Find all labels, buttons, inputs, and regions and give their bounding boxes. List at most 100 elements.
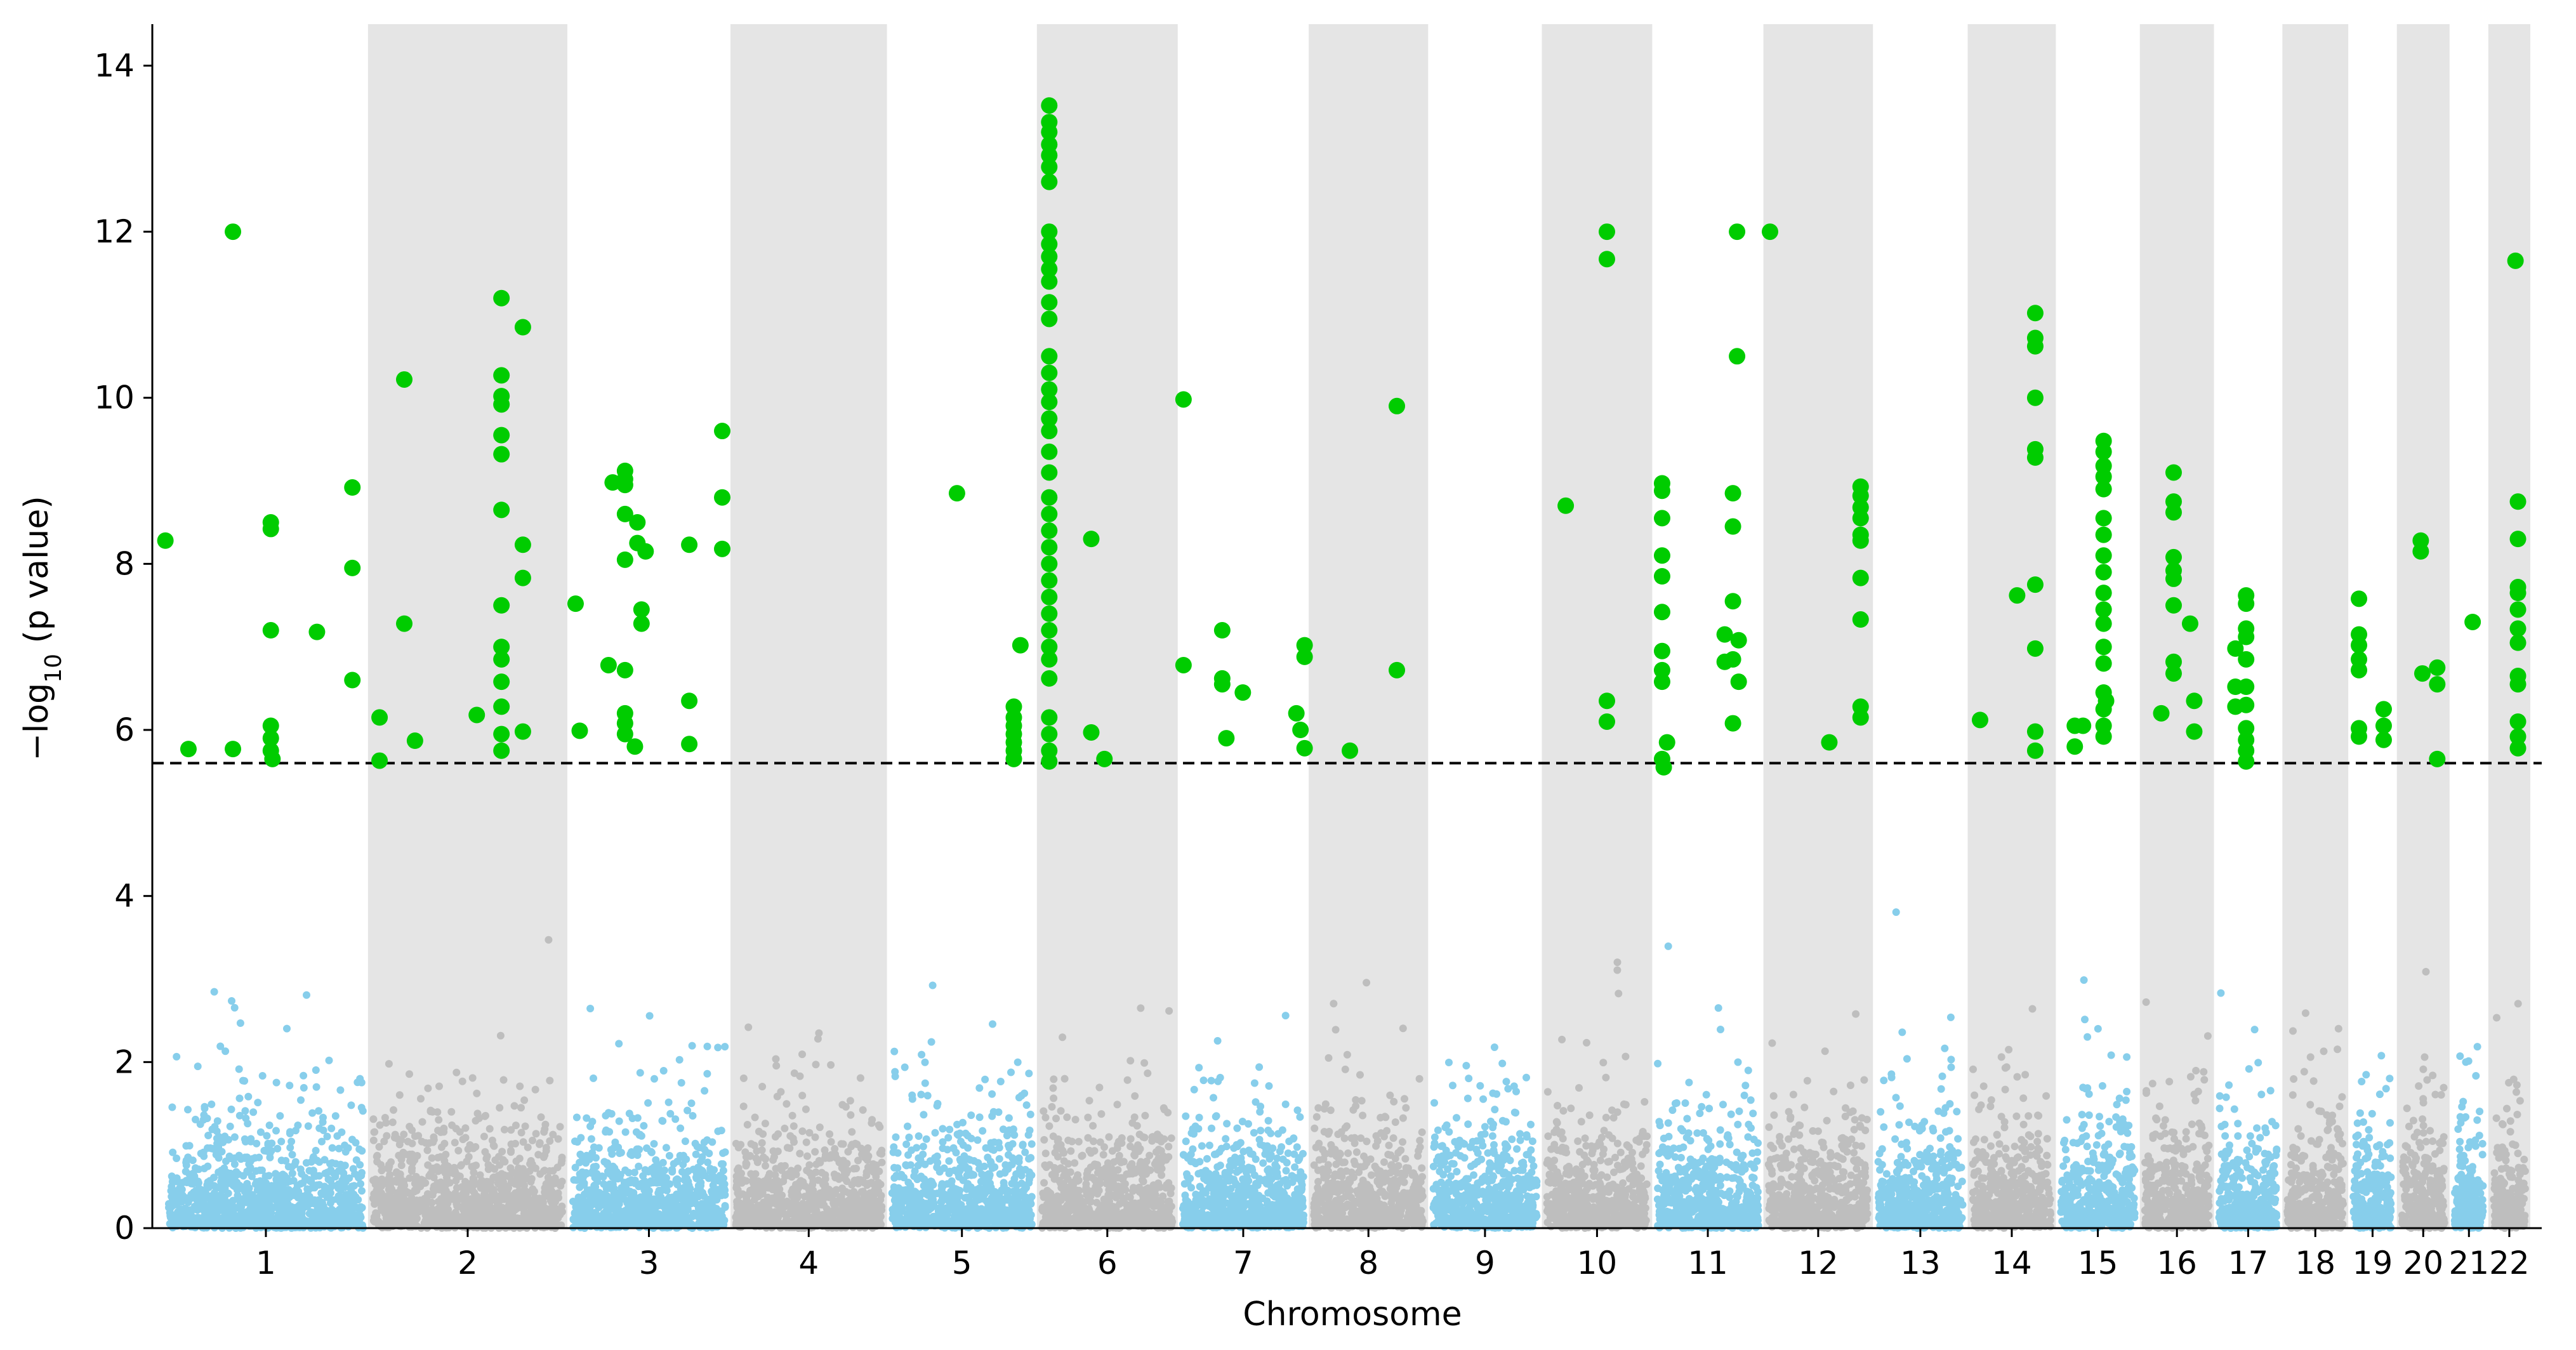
significant-point — [2009, 587, 2026, 604]
significant-point — [633, 615, 650, 632]
chromosome-band-6 — [1036, 24, 1178, 1228]
significant-point — [2095, 510, 2112, 527]
significant-point — [493, 289, 510, 307]
significant-point — [493, 501, 510, 519]
significant-point — [2375, 731, 2392, 748]
axes — [151, 24, 2542, 1229]
snp-points-chr19 — [2349, 1052, 2395, 1232]
significant-point — [2509, 676, 2526, 693]
significant-point — [1653, 568, 1670, 585]
snp-points-chr17 — [2215, 989, 2281, 1232]
snp-points — [165, 908, 2529, 1232]
significant-point — [406, 732, 423, 750]
significant-point — [1005, 750, 1022, 767]
chromosome-band-10 — [1542, 24, 1653, 1228]
x-tick-label: 14 — [1991, 1245, 2032, 1281]
x-tick-label: 2 — [458, 1245, 478, 1281]
significant-point — [616, 725, 633, 743]
y-tick-label: 8 — [114, 545, 135, 582]
significant-point — [264, 750, 281, 767]
significant-point — [1041, 348, 1058, 365]
significant-point — [2509, 739, 2526, 757]
significant-point — [1599, 251, 1616, 268]
significant-point — [1175, 391, 1192, 408]
significant-point — [225, 223, 242, 241]
x-tick-label: 3 — [639, 1245, 659, 1281]
significant-point — [2509, 493, 2526, 510]
significant-point — [1971, 711, 1988, 729]
significant-point — [1655, 758, 1672, 776]
significant-point — [2026, 338, 2044, 355]
significant-point — [567, 595, 584, 612]
significant-point — [616, 477, 633, 494]
x-tick-label: 21 — [2448, 1245, 2489, 1281]
significant-point — [514, 319, 531, 336]
significant-point — [2066, 738, 2084, 755]
significant-point — [1852, 709, 1869, 726]
significant-point — [2153, 705, 2170, 722]
significant-point — [2026, 389, 2044, 406]
significant-point — [2227, 640, 2244, 657]
snp-points-chr7 — [1179, 1012, 1308, 1232]
significant-point — [2165, 665, 2182, 682]
significant-point — [1653, 482, 1670, 500]
significant-point — [948, 485, 965, 502]
significant-point — [2165, 504, 2182, 521]
x-tick-label: 4 — [798, 1245, 819, 1281]
snp-points-chr22 — [2490, 1000, 2529, 1232]
significant-point — [1012, 637, 1029, 654]
significant-point — [1653, 510, 1670, 527]
significant-point — [2375, 717, 2392, 734]
significant-point — [2509, 531, 2526, 548]
significant-point — [2351, 637, 2368, 654]
significant-point — [2509, 634, 2526, 651]
significant-point — [2165, 464, 2182, 481]
y-axis-label-sub: 10 — [41, 654, 67, 683]
significant-point — [616, 505, 633, 522]
significant-point — [180, 741, 197, 758]
significant-point — [1041, 223, 1058, 241]
significant-point — [616, 551, 633, 568]
significant-point — [2509, 620, 2526, 637]
significant-point — [2026, 640, 2044, 657]
chromosome-bands — [367, 24, 2530, 1228]
significant-point — [1041, 97, 1058, 114]
significant-point — [2026, 742, 2044, 759]
significant-snp-points — [157, 97, 2526, 776]
significant-point — [1296, 637, 1313, 654]
significant-point — [2165, 548, 2182, 566]
snp-points-chr13 — [1874, 908, 1967, 1232]
significant-point — [493, 597, 510, 614]
significant-point — [1041, 147, 1058, 164]
significant-point — [2165, 653, 2182, 670]
x-tick-label: 19 — [2353, 1245, 2393, 1281]
significant-point — [1041, 709, 1058, 726]
significant-point — [2095, 526, 2112, 543]
snp-points-chr4 — [732, 1023, 886, 1232]
significant-point — [714, 423, 731, 440]
significant-point — [1653, 642, 1670, 659]
significant-point — [1821, 734, 1838, 751]
significant-point — [637, 543, 654, 560]
significant-point — [2429, 750, 2446, 767]
significant-point — [2186, 692, 2203, 710]
significant-point — [2238, 696, 2255, 713]
significant-point — [2095, 615, 2112, 632]
significant-point — [2509, 585, 2526, 602]
significant-point — [1342, 742, 1359, 759]
significant-point — [1724, 485, 1741, 502]
significant-point — [2026, 723, 2044, 740]
significant-point — [571, 722, 588, 739]
significant-point — [681, 536, 698, 553]
significant-point — [1288, 705, 1305, 722]
significant-point — [1041, 489, 1058, 506]
significant-point — [514, 723, 531, 740]
x-tick-label: 22 — [2489, 1245, 2530, 1281]
significant-point — [371, 752, 388, 769]
significant-point — [2507, 252, 2524, 269]
significant-point — [1041, 248, 1058, 265]
significant-point — [1041, 539, 1058, 556]
significant-point — [1296, 739, 1313, 757]
significant-point — [1041, 294, 1058, 311]
